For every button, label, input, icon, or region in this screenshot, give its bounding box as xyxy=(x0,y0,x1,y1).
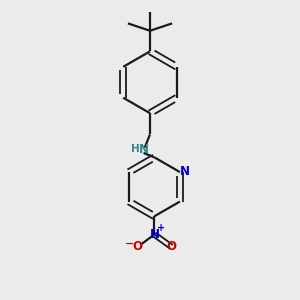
Text: N: N xyxy=(149,228,159,241)
Text: H: H xyxy=(131,144,140,154)
Text: N: N xyxy=(139,142,149,156)
Text: +: + xyxy=(157,223,165,233)
Text: −: − xyxy=(125,239,134,249)
Text: O: O xyxy=(167,240,176,254)
Text: N: N xyxy=(180,165,190,178)
Text: O: O xyxy=(132,240,142,254)
